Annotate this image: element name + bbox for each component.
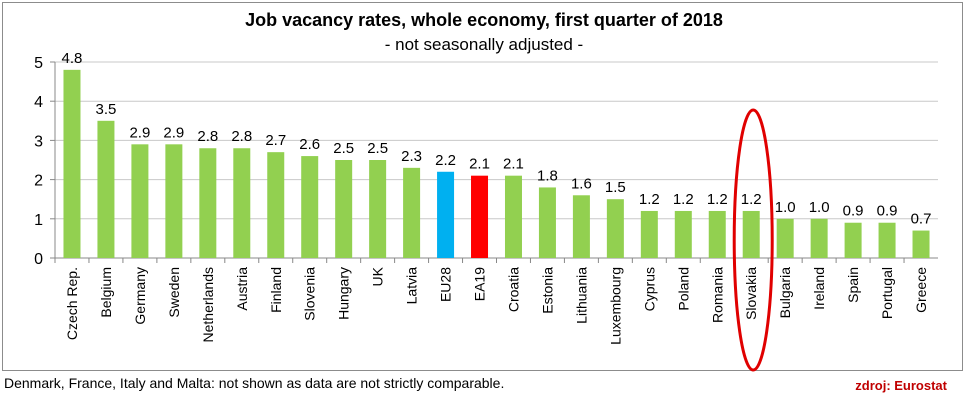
data-label: 0.9: [843, 203, 864, 220]
x-tick-label: Spain: [845, 267, 861, 303]
x-tick-label: Sweden: [166, 267, 182, 318]
data-label: 1.0: [809, 199, 830, 216]
gridlines: [55, 61, 938, 259]
x-tick-label: Ireland: [811, 267, 827, 310]
data-label: 2.6: [299, 136, 320, 153]
x-tick-label: Slovenia: [302, 267, 318, 321]
data-label: 4.8: [62, 50, 83, 67]
data-label: 0.9: [877, 203, 898, 220]
bar-bulgaria: [776, 218, 794, 258]
bars: [63, 69, 930, 258]
y-tick-label: 4: [34, 94, 43, 111]
y-tick-label: 3: [34, 133, 43, 150]
x-tick-label: Slovakia: [743, 267, 759, 320]
bar-sweden: [165, 144, 183, 258]
x-tick-label: EA19: [472, 267, 488, 301]
data-labels: 4.8 3.5 2.9 2.9 2.8 2.8 2.7 2.6 2.5 2.5 2.3 2.2 2.1 2…: [62, 50, 932, 228]
y-tick-label: 0: [34, 251, 43, 268]
x-tick-label: Greece: [913, 267, 929, 313]
bar-lithuania: [572, 195, 590, 258]
data-label: 2.2: [435, 152, 456, 169]
bar-croatia: [504, 175, 522, 258]
data-label: 2.8: [197, 128, 218, 145]
bar-ireland: [810, 218, 828, 258]
y-tick-label: 5: [34, 55, 43, 72]
y-axis-ticks: 0 1 2 3 4 5: [34, 55, 56, 268]
x-tick-label: Finland: [268, 267, 284, 313]
data-label: 1.5: [605, 179, 626, 196]
bar-cyprus: [640, 210, 658, 258]
bar-ea19: [471, 175, 489, 258]
y-tick-label: 1: [34, 212, 43, 229]
chart-subtitle: - not seasonally adjusted -: [385, 35, 583, 54]
bar-slovakia: [742, 210, 760, 258]
x-tick-label: Romania: [709, 267, 725, 323]
data-label: 2.3: [401, 148, 422, 165]
bar-eu28: [437, 171, 455, 258]
x-tick-label: Netherlands: [200, 267, 216, 343]
data-label: 2.1: [503, 156, 524, 173]
x-tick-label: Hungary: [336, 267, 352, 320]
data-label: 1.0: [775, 199, 796, 216]
data-label: 1.2: [673, 191, 694, 208]
annotations: [732, 108, 774, 372]
data-label: 2.8: [231, 128, 252, 145]
bar-portugal: [878, 222, 896, 258]
bar-spain: [844, 222, 862, 258]
data-label: 2.7: [265, 132, 286, 149]
footnote: Denmark, France, Italy and Malta: not sh…: [4, 375, 505, 391]
source-credit: zdroj: Eurostat: [855, 378, 947, 393]
data-label: 1.2: [639, 191, 660, 208]
bar-luxembourg: [606, 199, 624, 258]
bar-slovenia: [301, 156, 319, 258]
chart-title: Job vacancy rates, whole economy, first …: [245, 10, 723, 30]
bar-chart: Job vacancy rates, whole economy, first …: [34, 10, 938, 372]
x-tick-label: Estonia: [539, 267, 555, 314]
x-tick-label: Austria: [234, 267, 250, 311]
bar-greece: [912, 230, 930, 258]
bar-finland: [267, 152, 285, 258]
highlight-ellipse: [732, 108, 774, 372]
bar-romania: [708, 210, 726, 258]
x-axis-ticks: Czech Rep. Belgium Germany Sweden Netherland…: [54, 258, 929, 345]
bar-estonia: [538, 187, 556, 258]
x-tick-label: EU28: [438, 267, 454, 302]
data-label: 2.9: [129, 124, 150, 141]
bar-latvia: [403, 167, 421, 258]
x-tick-label: Portugal: [879, 267, 895, 319]
x-tick-label: UK: [370, 266, 386, 286]
x-tick-label: Bulgaria: [777, 267, 793, 319]
bar-czech-rep: [63, 69, 81, 258]
x-tick-label: Cyprus: [641, 267, 657, 311]
y-tick-label: 2: [34, 173, 43, 190]
bar-austria: [233, 148, 251, 258]
data-label: 2.5: [333, 140, 354, 157]
data-label: 3.5: [96, 101, 117, 118]
data-label: 2.5: [367, 140, 388, 157]
data-label: 1.2: [707, 191, 728, 208]
x-tick-label: Belgium: [98, 267, 114, 318]
bar-hungary: [335, 160, 353, 258]
x-tick-label: Luxembourg: [607, 267, 623, 345]
x-tick-label: Latvia: [404, 267, 420, 305]
bar-netherlands: [199, 148, 217, 258]
x-tick-label: Croatia: [505, 267, 521, 312]
data-label: 1.8: [537, 167, 558, 184]
x-tick-label: Germany: [132, 267, 148, 325]
data-label: 1.6: [571, 175, 592, 192]
bar-germany: [131, 144, 149, 258]
bar-poland: [674, 210, 692, 258]
x-tick-label: Lithuania: [573, 267, 589, 324]
data-label: 0.7: [911, 211, 932, 228]
x-tick-label: Poland: [675, 267, 691, 311]
x-tick-label: Czech Rep.: [64, 267, 80, 340]
bar-belgium: [97, 120, 115, 258]
bar-uk: [369, 160, 387, 258]
data-label: 1.2: [741, 191, 762, 208]
data-label: 2.1: [469, 156, 490, 173]
data-label: 2.9: [163, 124, 184, 141]
